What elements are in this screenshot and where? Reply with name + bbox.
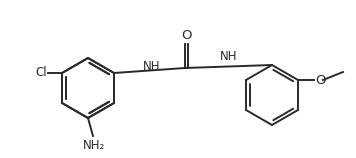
Text: O: O: [315, 73, 325, 86]
Text: NH: NH: [220, 51, 237, 64]
Text: NH: NH: [143, 61, 160, 73]
Text: O: O: [181, 29, 192, 42]
Text: Cl: Cl: [35, 67, 47, 79]
Text: NH₂: NH₂: [83, 139, 105, 152]
